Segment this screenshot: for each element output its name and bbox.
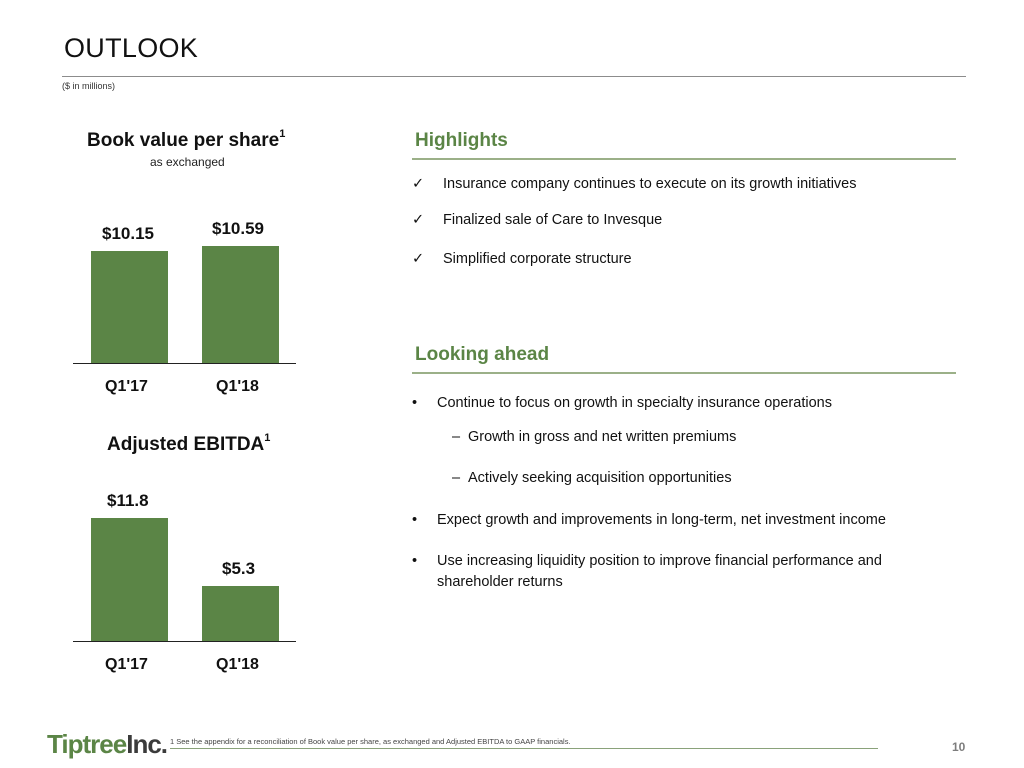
looking-ahead-heading: Looking ahead	[415, 344, 550, 365]
ebitda-chart-title: Adjusted EBITDA1	[107, 432, 271, 456]
footnote-marker: 1	[279, 128, 286, 140]
ebitda-bar-q1-17	[91, 518, 168, 641]
outlook-sub-bullet: – Actively seeking acquisition opportuni…	[452, 468, 732, 489]
checkmark-icon: ✓	[412, 212, 425, 228]
outlook-bullet: • Use increasing liquidity position to i…	[412, 551, 882, 593]
outlook-bullet: • Continue to focus on growth in special…	[412, 393, 832, 414]
footer-divider	[170, 748, 878, 749]
outlook-bullet: • Expect growth and improvements in long…	[412, 510, 886, 531]
highlight-item: ✓ Simplified corporate structure	[412, 249, 632, 270]
bullet-icon: •	[412, 395, 418, 411]
footnote-marker: 1	[264, 432, 271, 444]
bullet-icon: •	[412, 512, 418, 528]
highlight-text: Finalized sale of Care to Invesque	[443, 212, 663, 228]
outlook-sub-bullet: – Growth in gross and net written premiu…	[452, 427, 736, 448]
ebitda-chart: $11.8 $5.3 Q1'17 Q1'18	[62, 480, 312, 680]
dash-icon: –	[452, 470, 461, 486]
highlight-text: Simplified corporate structure	[443, 251, 632, 267]
book-value-chart-title: Book value per share1	[87, 128, 286, 152]
book-value-bar-q1-17	[91, 251, 168, 363]
looking-ahead-divider	[412, 372, 956, 374]
ebitda-title-text: Adjusted EBITDA	[107, 434, 265, 455]
book-value-title-text: Book value per share	[87, 130, 280, 151]
book-value-label-q1-17: $10.15	[102, 224, 154, 243]
highlight-item: ✓ Insurance company continues to execute…	[412, 174, 856, 195]
logo-main-text: Tiptree	[47, 729, 127, 759]
outlook-bullet-text: Continue to focus on growth in specialty…	[437, 395, 832, 411]
ebitda-category-q1-17: Q1'17	[105, 656, 148, 673]
highlights-heading: Highlights	[415, 130, 508, 151]
checkmark-icon: ✓	[412, 251, 425, 267]
footnote: 1 See the appendix for a reconciliation …	[170, 737, 571, 746]
book-value-bar-q1-18	[202, 246, 279, 363]
book-value-axis-line	[73, 363, 296, 364]
page-title: OUTLOOK	[64, 33, 199, 63]
company-logo: TiptreeInc.	[47, 729, 168, 760]
units-note: ($ in millions)	[62, 81, 116, 91]
dash-icon: –	[452, 429, 461, 445]
page-number: 10	[952, 740, 966, 754]
outlook-bullet-text-line1: Use increasing liquidity position to imp…	[437, 553, 882, 569]
book-value-chart: $10.15 $10.59 Q1'17 Q1'18	[62, 200, 312, 400]
title-divider	[62, 76, 966, 77]
ebitda-label-q1-17: $11.8	[107, 491, 149, 510]
ebitda-bar-q1-18	[202, 586, 279, 641]
highlights-divider	[412, 158, 956, 160]
logo-suffix-text: Inc.	[126, 729, 168, 759]
outlook-sub-bullet-text: Growth in gross and net written premiums	[468, 429, 737, 445]
ebitda-category-q1-18: Q1'18	[216, 656, 259, 673]
ebitda-axis-line	[73, 641, 296, 642]
highlight-text: Insurance company continues to execute o…	[443, 176, 857, 192]
ebitda-label-q1-18: $5.3	[222, 559, 256, 578]
outlook-bullet-text: Expect growth and improvements in long-t…	[437, 512, 886, 528]
outlook-sub-bullet-text: Actively seeking acquisition opportuniti…	[468, 470, 732, 486]
book-value-category-q1-18: Q1'18	[216, 378, 259, 395]
book-value-label-q1-18: $10.59	[212, 219, 264, 238]
book-value-chart-subtitle: as exchanged	[150, 155, 225, 169]
outlook-bullet-text-line2: shareholder returns	[437, 574, 563, 590]
checkmark-icon: ✓	[412, 176, 425, 192]
book-value-category-q1-17: Q1'17	[105, 378, 148, 395]
bullet-icon: •	[412, 553, 418, 569]
highlight-item: ✓ Finalized sale of Care to Invesque	[412, 210, 662, 231]
